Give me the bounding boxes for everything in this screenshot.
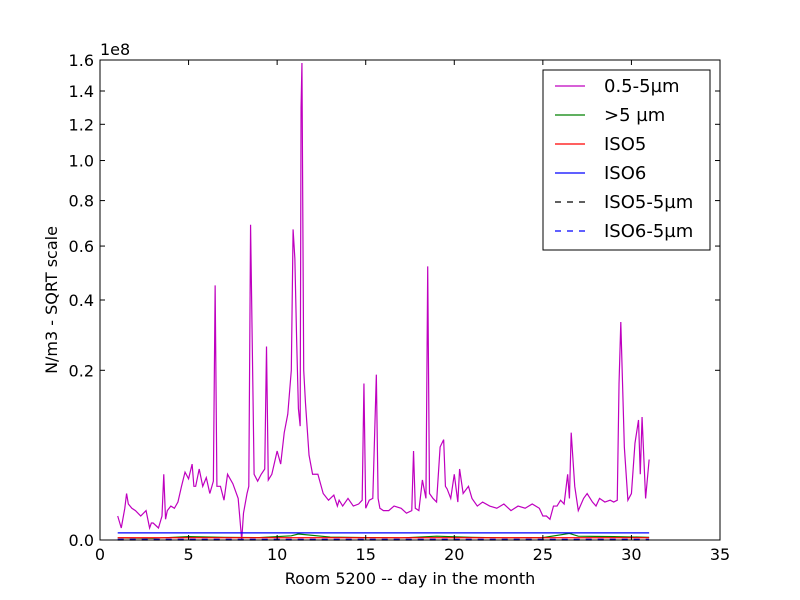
- x-tick-label: 10: [267, 545, 287, 564]
- y-tick-label: 1.2: [69, 115, 94, 134]
- x-axis-title: Room 5200 -- day in the month: [285, 569, 536, 588]
- y-tick-label: 1.0: [69, 152, 94, 171]
- y-tick-label: 1.6: [69, 51, 94, 70]
- x-tick-label: 30: [621, 545, 641, 564]
- legend-box: [542, 69, 711, 251]
- series-line-0: [117, 62, 650, 541]
- y-tick-label: 1.4: [69, 82, 94, 101]
- x-tick-label: 35: [710, 545, 730, 564]
- y-tick-label: 0.0: [69, 531, 94, 550]
- legend-label: ISO6-5µm: [604, 221, 693, 242]
- legend: 0.5-5µm >5 µm ISO5 ISO6 ISO5-5µm ISO6-5µm: [542, 69, 711, 251]
- x-tick-label: 0: [95, 545, 105, 564]
- legend-label: ISO5: [604, 134, 646, 155]
- y-axis: 0.0 0.2 0.4 0.6 0.8 1.0 1.2 1.4 1.6: [69, 51, 720, 550]
- x-tick-label: 15: [356, 545, 376, 564]
- y-tick-label: 0.4: [69, 291, 94, 310]
- y-tick-label: 0.6: [69, 237, 94, 256]
- legend-label: ISO5-5µm: [604, 192, 693, 213]
- y-axis-title: N/m3 - SQRT scale: [42, 226, 61, 374]
- legend-label: 0.5-5µm: [604, 76, 680, 97]
- y-tick-label: 0.8: [69, 192, 94, 211]
- legend-label: >5 µm: [604, 105, 665, 126]
- legend-label: ISO6: [604, 163, 646, 184]
- x-tick-label: 5: [183, 545, 193, 564]
- x-tick-label: 20: [444, 545, 464, 564]
- x-tick-label: 25: [533, 545, 553, 564]
- x-axis: 0 5 10 15 20 25 30 35: [95, 60, 730, 564]
- y-multiplier-label: 1e8: [100, 40, 130, 59]
- y-tick-label: 0.2: [69, 361, 94, 380]
